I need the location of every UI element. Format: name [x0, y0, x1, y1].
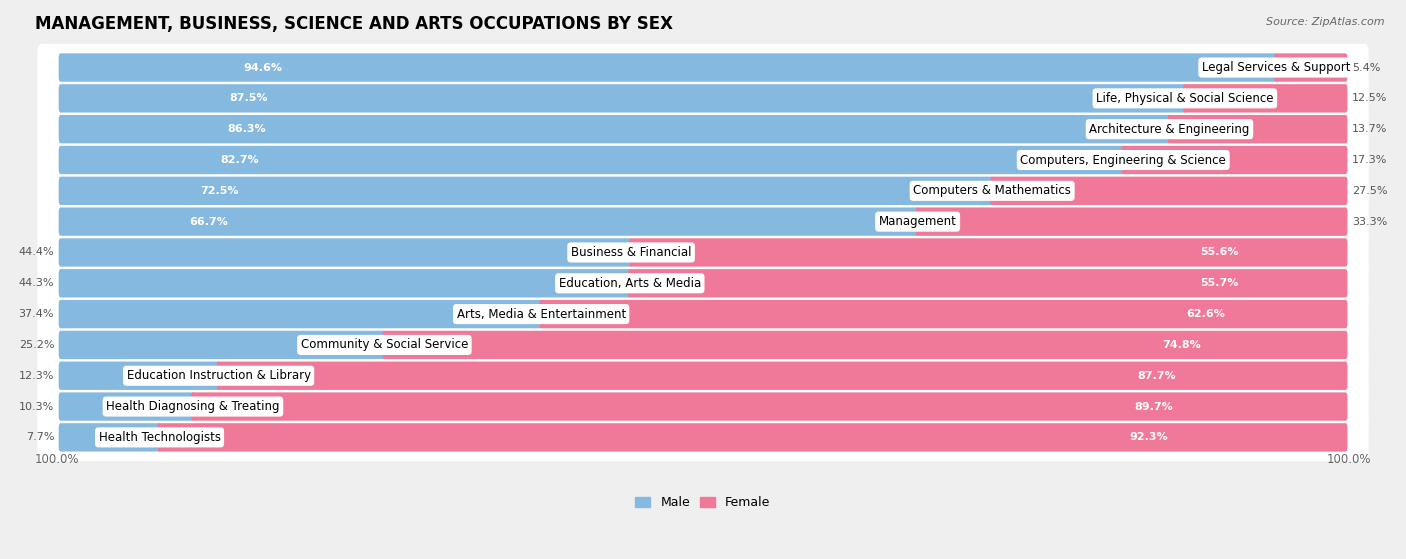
FancyBboxPatch shape	[59, 392, 195, 421]
Text: Computers & Mathematics: Computers & Mathematics	[914, 184, 1071, 197]
Text: 55.6%: 55.6%	[1199, 248, 1239, 258]
Text: 100.0%: 100.0%	[35, 453, 79, 466]
FancyBboxPatch shape	[59, 177, 994, 205]
Text: 37.4%: 37.4%	[18, 309, 55, 319]
FancyBboxPatch shape	[59, 146, 1125, 174]
FancyBboxPatch shape	[1274, 53, 1347, 82]
Text: 33.3%: 33.3%	[1353, 217, 1388, 226]
FancyBboxPatch shape	[38, 167, 1368, 215]
Text: 87.7%: 87.7%	[1137, 371, 1177, 381]
Text: 86.3%: 86.3%	[226, 124, 266, 134]
FancyBboxPatch shape	[38, 321, 1368, 368]
Text: 92.3%: 92.3%	[1129, 432, 1167, 442]
FancyBboxPatch shape	[915, 207, 1347, 236]
Text: 44.4%: 44.4%	[18, 248, 55, 258]
Text: Business & Financial: Business & Financial	[571, 246, 692, 259]
FancyBboxPatch shape	[1167, 115, 1347, 143]
Legend: Male, Female: Male, Female	[630, 491, 776, 514]
FancyBboxPatch shape	[38, 136, 1368, 184]
Text: 25.2%: 25.2%	[18, 340, 55, 350]
FancyBboxPatch shape	[59, 423, 162, 452]
FancyBboxPatch shape	[990, 177, 1347, 205]
Text: Management: Management	[879, 215, 956, 228]
FancyBboxPatch shape	[59, 362, 221, 390]
FancyBboxPatch shape	[59, 300, 543, 328]
Text: MANAGEMENT, BUSINESS, SCIENCE AND ARTS OCCUPATIONS BY SEX: MANAGEMENT, BUSINESS, SCIENCE AND ARTS O…	[35, 15, 673, 33]
Text: Legal Services & Support: Legal Services & Support	[1202, 61, 1350, 74]
Text: 5.4%: 5.4%	[1353, 63, 1381, 73]
FancyBboxPatch shape	[38, 290, 1368, 338]
FancyBboxPatch shape	[38, 106, 1368, 153]
Text: Architecture & Engineering: Architecture & Engineering	[1090, 122, 1250, 136]
FancyBboxPatch shape	[1182, 84, 1347, 112]
FancyBboxPatch shape	[59, 53, 1278, 82]
FancyBboxPatch shape	[157, 423, 1347, 452]
Text: 74.8%: 74.8%	[1163, 340, 1201, 350]
Text: 62.6%: 62.6%	[1187, 309, 1225, 319]
Text: Arts, Media & Entertainment: Arts, Media & Entertainment	[457, 307, 626, 321]
FancyBboxPatch shape	[59, 84, 1187, 112]
Text: 17.3%: 17.3%	[1353, 155, 1388, 165]
FancyBboxPatch shape	[38, 259, 1368, 307]
Text: Education, Arts & Media: Education, Arts & Media	[558, 277, 702, 290]
FancyBboxPatch shape	[38, 44, 1368, 91]
FancyBboxPatch shape	[59, 207, 920, 236]
Text: 72.5%: 72.5%	[200, 186, 239, 196]
FancyBboxPatch shape	[38, 198, 1368, 245]
FancyBboxPatch shape	[38, 383, 1368, 430]
FancyBboxPatch shape	[59, 238, 633, 267]
Text: Community & Social Service: Community & Social Service	[301, 338, 468, 352]
FancyBboxPatch shape	[540, 300, 1347, 328]
Text: Life, Physical & Social Science: Life, Physical & Social Science	[1097, 92, 1274, 105]
FancyBboxPatch shape	[38, 414, 1368, 461]
Text: 55.7%: 55.7%	[1199, 278, 1239, 288]
FancyBboxPatch shape	[382, 331, 1347, 359]
Text: 89.7%: 89.7%	[1133, 401, 1173, 411]
FancyBboxPatch shape	[38, 352, 1368, 400]
FancyBboxPatch shape	[59, 331, 387, 359]
FancyBboxPatch shape	[191, 392, 1347, 421]
Text: 44.3%: 44.3%	[18, 278, 55, 288]
Text: 87.5%: 87.5%	[229, 93, 267, 103]
Text: 12.5%: 12.5%	[1353, 93, 1388, 103]
FancyBboxPatch shape	[59, 115, 1171, 143]
FancyBboxPatch shape	[628, 238, 1347, 267]
Text: 82.7%: 82.7%	[219, 155, 259, 165]
FancyBboxPatch shape	[628, 269, 1347, 297]
FancyBboxPatch shape	[59, 269, 631, 297]
Text: Health Technologists: Health Technologists	[98, 431, 221, 444]
Text: 10.3%: 10.3%	[18, 401, 55, 411]
Text: 66.7%: 66.7%	[190, 217, 228, 226]
FancyBboxPatch shape	[38, 229, 1368, 276]
FancyBboxPatch shape	[1122, 146, 1347, 174]
Text: Computers, Engineering & Science: Computers, Engineering & Science	[1021, 154, 1226, 167]
Text: 27.5%: 27.5%	[1353, 186, 1388, 196]
FancyBboxPatch shape	[217, 362, 1347, 390]
FancyBboxPatch shape	[38, 75, 1368, 122]
Text: 12.3%: 12.3%	[18, 371, 55, 381]
Text: Education Instruction & Library: Education Instruction & Library	[127, 369, 311, 382]
Text: 13.7%: 13.7%	[1353, 124, 1388, 134]
Text: Health Diagnosing & Treating: Health Diagnosing & Treating	[107, 400, 280, 413]
Text: 7.7%: 7.7%	[25, 432, 55, 442]
Text: Source: ZipAtlas.com: Source: ZipAtlas.com	[1267, 17, 1385, 27]
Text: 100.0%: 100.0%	[1327, 453, 1371, 466]
Text: 94.6%: 94.6%	[243, 63, 283, 73]
